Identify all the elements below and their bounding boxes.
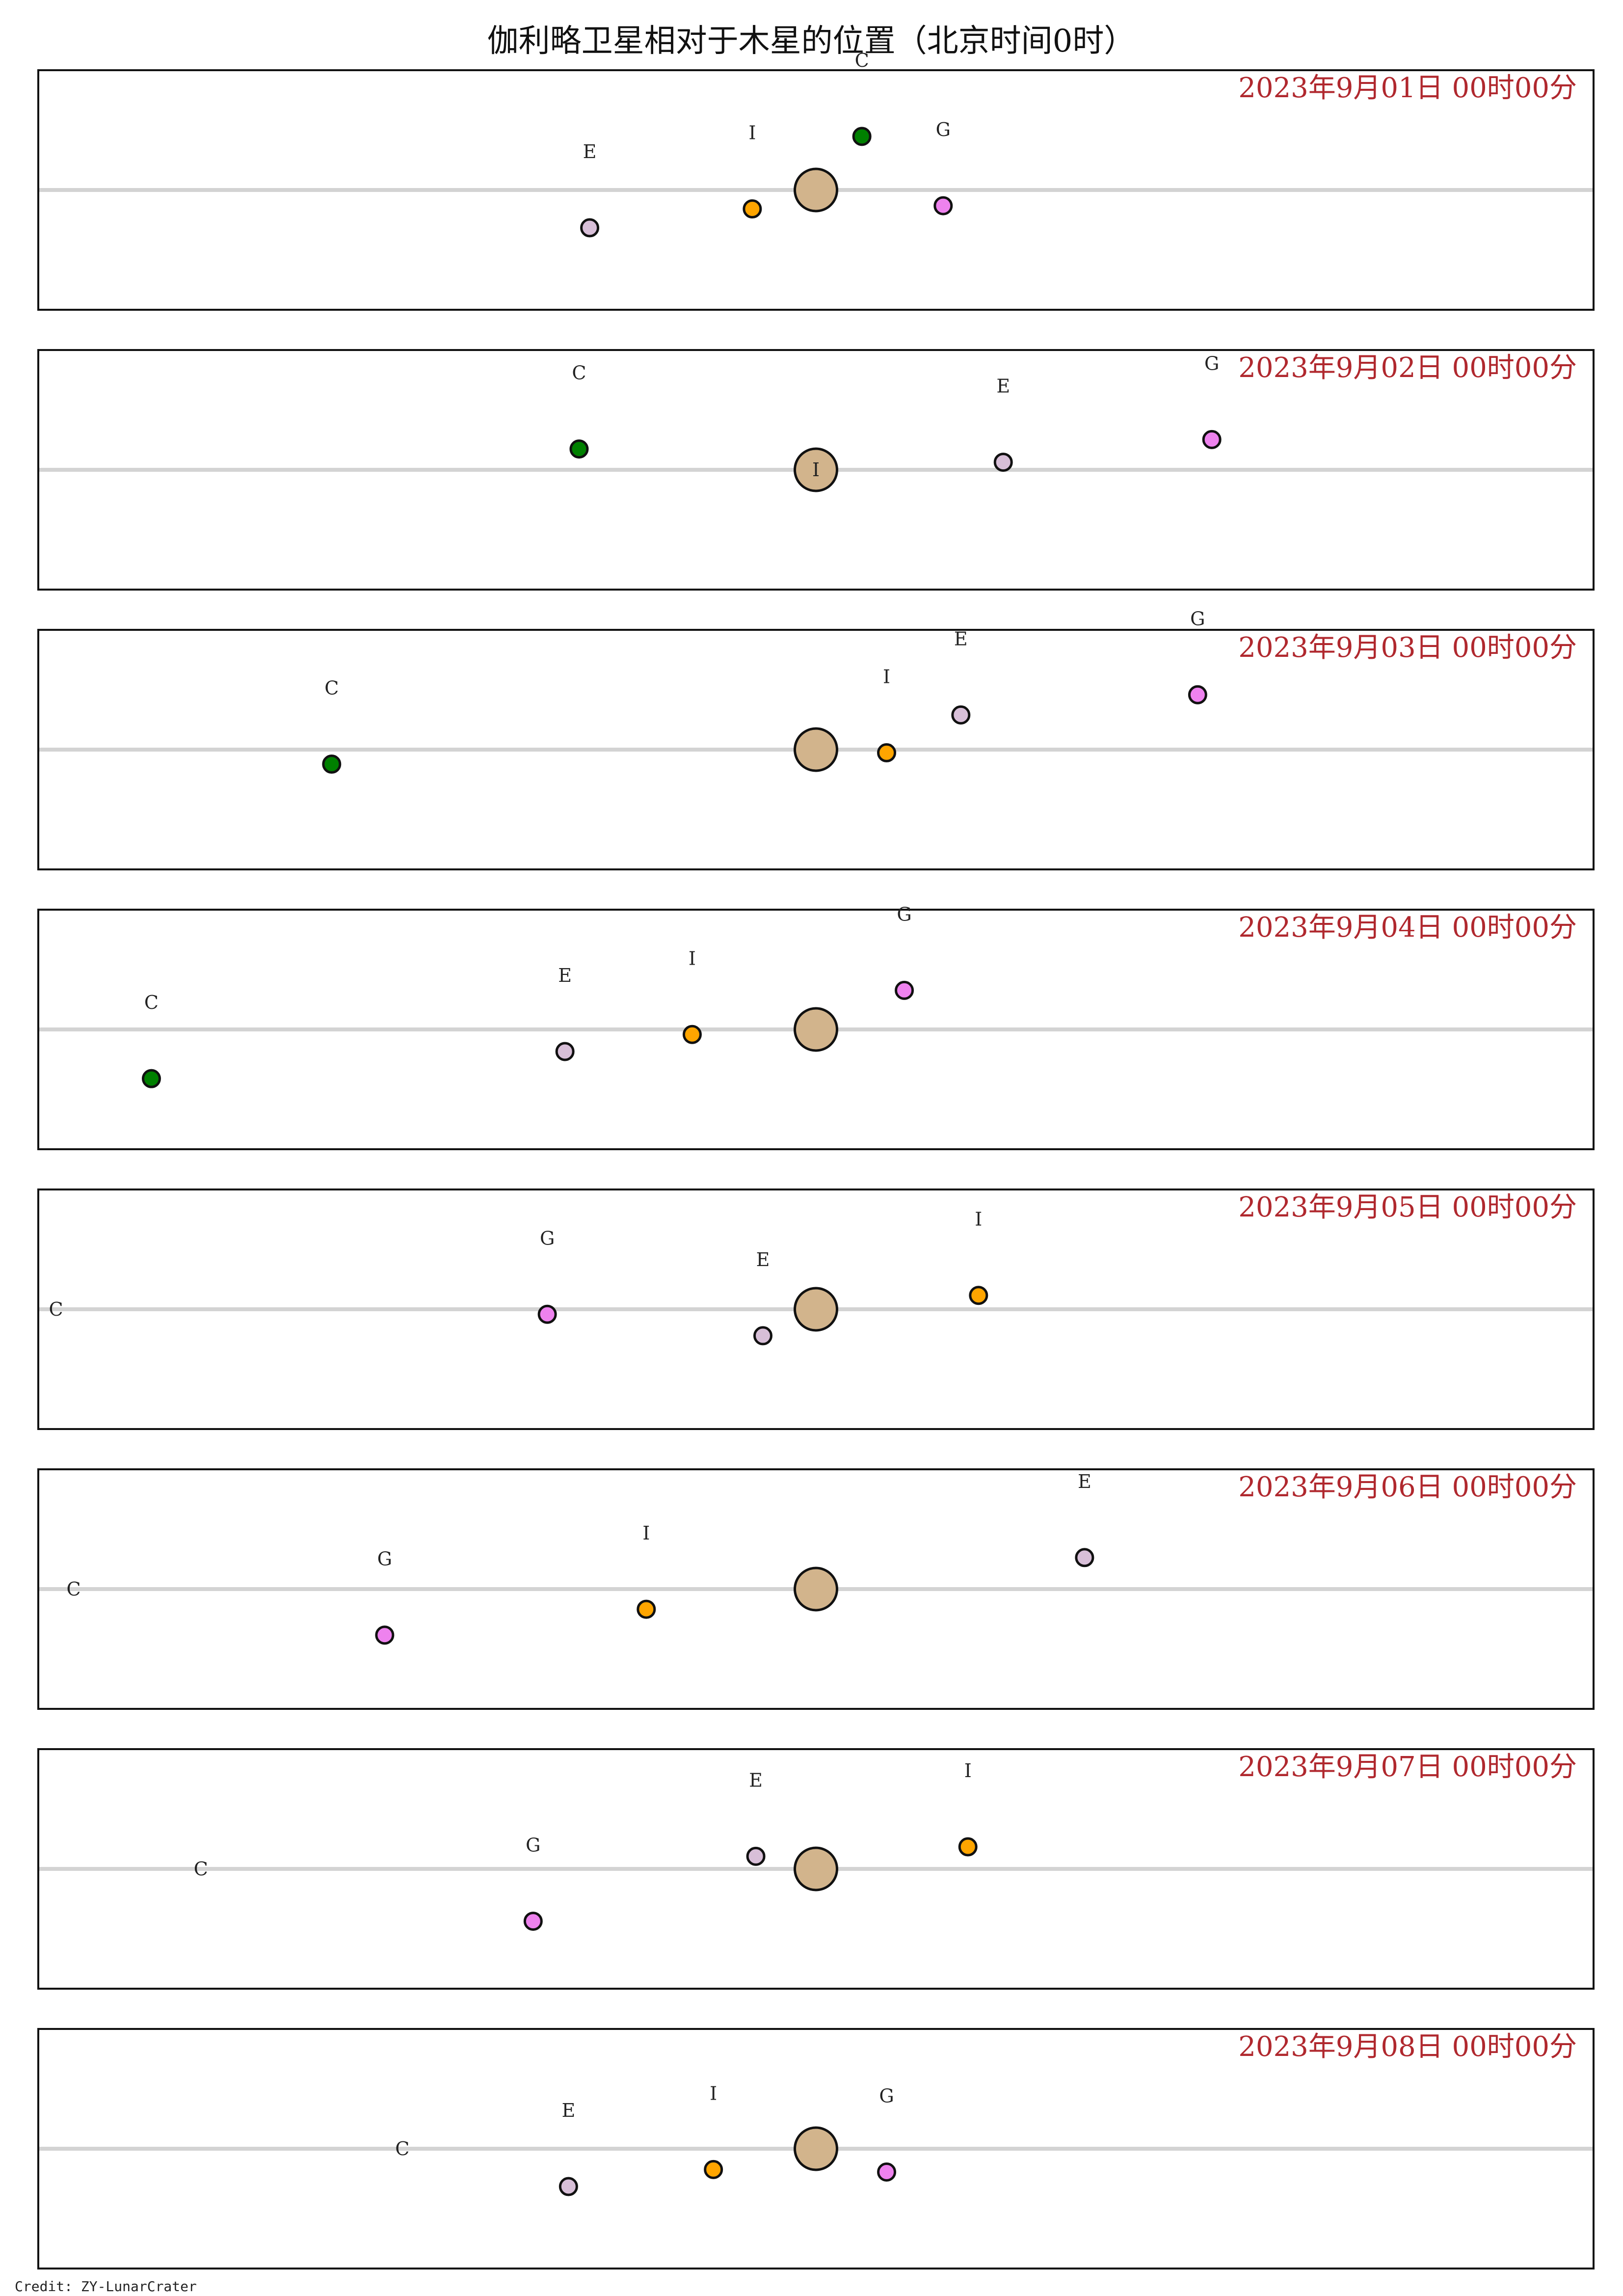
moon-E-marker (993, 453, 1013, 472)
moon-I-label: I (689, 947, 696, 969)
moon-I-label: I (710, 2082, 717, 2104)
moon-G-marker (375, 1625, 395, 1645)
moon-I-label: I (964, 1760, 972, 1782)
moon-G-label: G (1204, 352, 1219, 374)
moon-E-label: E (954, 628, 968, 649)
moon-G-label: G (540, 1227, 555, 1249)
moon-G-label: G (1190, 608, 1205, 629)
date-label: 2023年9月06日 00时00分 (1238, 1471, 1577, 1503)
date-label: 2023年9月05日 00时00分 (1238, 1191, 1577, 1223)
moon-E-label: E (583, 141, 597, 162)
panel-5: 2023年9月05日 00时00分 C G E I (37, 1189, 1595, 1430)
date-label: 2023年9月07日 00时00分 (1238, 1751, 1577, 1783)
moon-G-label: G (879, 2085, 894, 2107)
moon-C-label: C (49, 1298, 63, 1320)
moon-C-marker (141, 1069, 161, 1088)
moon-C-marker (852, 127, 872, 146)
panel-2: 2023年9月02日 00时00分 C I E G (37, 349, 1595, 591)
chart-title: 伽利略卫星相对于木星的位置（北京时间0时） (487, 23, 1136, 59)
jupiter-disk (794, 727, 838, 772)
moon-C-label: C (395, 2138, 409, 2160)
moon-I-label: I (642, 1522, 650, 1544)
moon-I-label: I (883, 666, 890, 687)
moon-G-marker (537, 1304, 557, 1324)
jupiter-disk (794, 2126, 838, 2171)
jupiter-disk (794, 1567, 838, 1612)
jupiter-disk (794, 447, 838, 492)
moon-C-label: C (324, 677, 339, 699)
moon-I-marker (704, 2160, 723, 2179)
credit-text: Credit: ZY-LunarCrater (15, 2278, 197, 2295)
moon-I-label: I (812, 459, 820, 481)
panels: 2023年9月01日 00时00分 C I G E 2023年9月02日 00时00分 C I… (37, 50, 1595, 2269)
moon-I-marker (637, 1599, 656, 1619)
panel-3: 2023年9月03日 00时00分 C I E G (37, 608, 1595, 870)
moon-E-marker (555, 1042, 575, 1061)
moon-G-label: G (936, 119, 951, 140)
moon-C-marker (569, 439, 589, 459)
jupiter-disk (794, 167, 838, 213)
moon-G-marker (933, 196, 953, 216)
panel-4: 2023年9月04日 00时00分 C E I G (37, 903, 1595, 1150)
date-label: 2023年9月02日 00时00分 (1238, 352, 1577, 384)
moon-C-label: C (572, 362, 586, 384)
moon-G-marker (1188, 685, 1207, 704)
date-label: 2023年9月01日 00时00分 (1238, 72, 1577, 104)
moon-I-label: I (748, 122, 756, 144)
moon-C-label: C (144, 992, 159, 1013)
moon-I-marker (958, 1837, 978, 1857)
jupiter-disk (794, 1287, 838, 1332)
moon-I-marker (682, 1025, 702, 1044)
moon-G-label: G (526, 1835, 540, 1856)
date-label: 2023年9月08日 00时00分 (1238, 2031, 1577, 2063)
moon-C-label: C (66, 1578, 80, 1600)
moon-E-label: E (1078, 1471, 1091, 1492)
moon-G-marker (1202, 430, 1222, 449)
moon-C-label: C (855, 50, 869, 71)
moon-C-marker (322, 755, 342, 774)
moon-G-label: G (897, 903, 911, 925)
moon-I-marker (969, 1286, 988, 1305)
jupiter-disk (794, 1007, 838, 1052)
panel-1: 2023年9月01日 00时00分 C I G E (37, 50, 1595, 311)
moon-G-label: G (377, 1548, 392, 1570)
moon-G-marker (895, 980, 914, 1000)
panel-8: 2023年9月08日 00时00分 C E I G (37, 2028, 1595, 2269)
panel-7: 2023年9月07日 00时00分 C G E I (37, 1748, 1595, 1990)
moon-I-marker (877, 743, 897, 762)
moon-E-label: E (558, 965, 572, 986)
moon-E-marker (580, 218, 600, 238)
date-label: 2023年9月04日 00时00分 (1238, 912, 1577, 944)
moon-E-label: E (996, 376, 1010, 397)
moon-E-marker (951, 705, 971, 725)
moon-E-label: E (749, 1769, 763, 1791)
moon-E-marker (1075, 1548, 1094, 1567)
moon-G-marker (523, 1912, 543, 1931)
moon-E-marker (753, 1326, 772, 1346)
moon-E-marker (559, 2177, 578, 2196)
moon-E-label: E (561, 2100, 575, 2121)
moon-I-marker (743, 199, 762, 219)
panel-6: 2023年9月06日 00时00分 C G I E (37, 1468, 1595, 1710)
moon-E-label: E (756, 1249, 770, 1270)
jupiter-disk (794, 1846, 838, 1891)
moon-E-marker (746, 1846, 766, 1866)
moon-C-label: C (194, 1858, 208, 1880)
date-label: 2023年9月03日 00时00分 (1238, 632, 1577, 664)
moon-I-label: I (975, 1209, 982, 1230)
moon-G-marker (877, 2162, 897, 2182)
